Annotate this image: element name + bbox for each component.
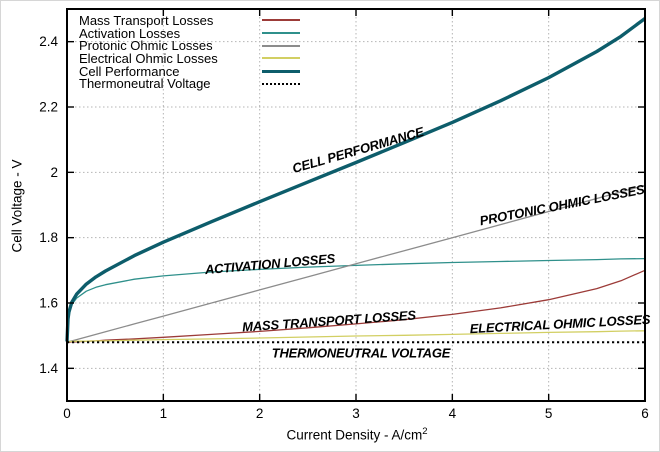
x-axis-title-text: Current Density - A/cm (286, 427, 423, 443)
legend-label: Cell Performance (79, 63, 180, 79)
y-tick-label: 1.6 (39, 296, 58, 311)
legend-line-sample (262, 57, 300, 60)
legend-line-sample (262, 82, 300, 85)
curve-protonic-ohmic-losses (66, 184, 646, 343)
y-tick-label: 2 (50, 165, 58, 180)
legend-line-sample (262, 44, 300, 47)
curve-cell-performance (65, 17, 647, 342)
x-tick-label: 4 (449, 406, 457, 421)
y-tick-label: 2.4 (39, 34, 58, 49)
legend-label: Activation Losses (79, 25, 181, 41)
y-tick-label: 1.8 (39, 230, 58, 245)
legend-item-cell-performance: Cell Performance (79, 65, 300, 78)
y-tick-label: 1.4 (39, 361, 58, 376)
legend-item-mass-transport-losses: Mass Transport Losses (79, 14, 300, 27)
legend-label: Mass Transport Losses (79, 12, 214, 28)
legend-line-sample (262, 19, 300, 22)
x-axis-title-superscript: 2 (422, 425, 428, 437)
legend-item-electrical-ohmic-losses: Electrical Ohmic Losses (79, 52, 300, 65)
x-axis-title: Current Density - A/cm2 (286, 426, 427, 443)
legend-item-activation-losses: Activation Losses (79, 27, 300, 40)
legend-label: Protonic Ohmic Losses (79, 38, 213, 54)
x-tick-label: 0 (63, 406, 71, 421)
y-axis-title: Cell Voltage - V (9, 159, 25, 253)
x-tick-label: 1 (160, 406, 168, 421)
x-tick-label: 2 (256, 406, 264, 421)
x-tick-label: 5 (545, 406, 553, 421)
chart-legend: Mass Transport Losses Activation Losses Pr… (79, 14, 300, 90)
curve-label-thermoneutral-voltage: THERMONEUTRAL VOLTAGE (271, 345, 451, 361)
legend-label: Thermoneutral Voltage (79, 76, 211, 92)
legend-line-sample (262, 32, 300, 35)
curve-electrical-ohmic-losses (67, 330, 646, 343)
legend-item-thermoneutral-voltage: Thermoneutral Voltage (79, 77, 300, 90)
x-tick-label: 6 (641, 406, 649, 421)
legend-line-sample (262, 69, 300, 73)
legend-item-protonic-ohmic-losses: Protonic Ohmic Losses (79, 39, 300, 52)
y-tick-label: 2.2 (39, 100, 58, 115)
x-tick-label: 3 (352, 406, 360, 421)
legend-label: Electrical Ohmic Losses (79, 50, 218, 66)
